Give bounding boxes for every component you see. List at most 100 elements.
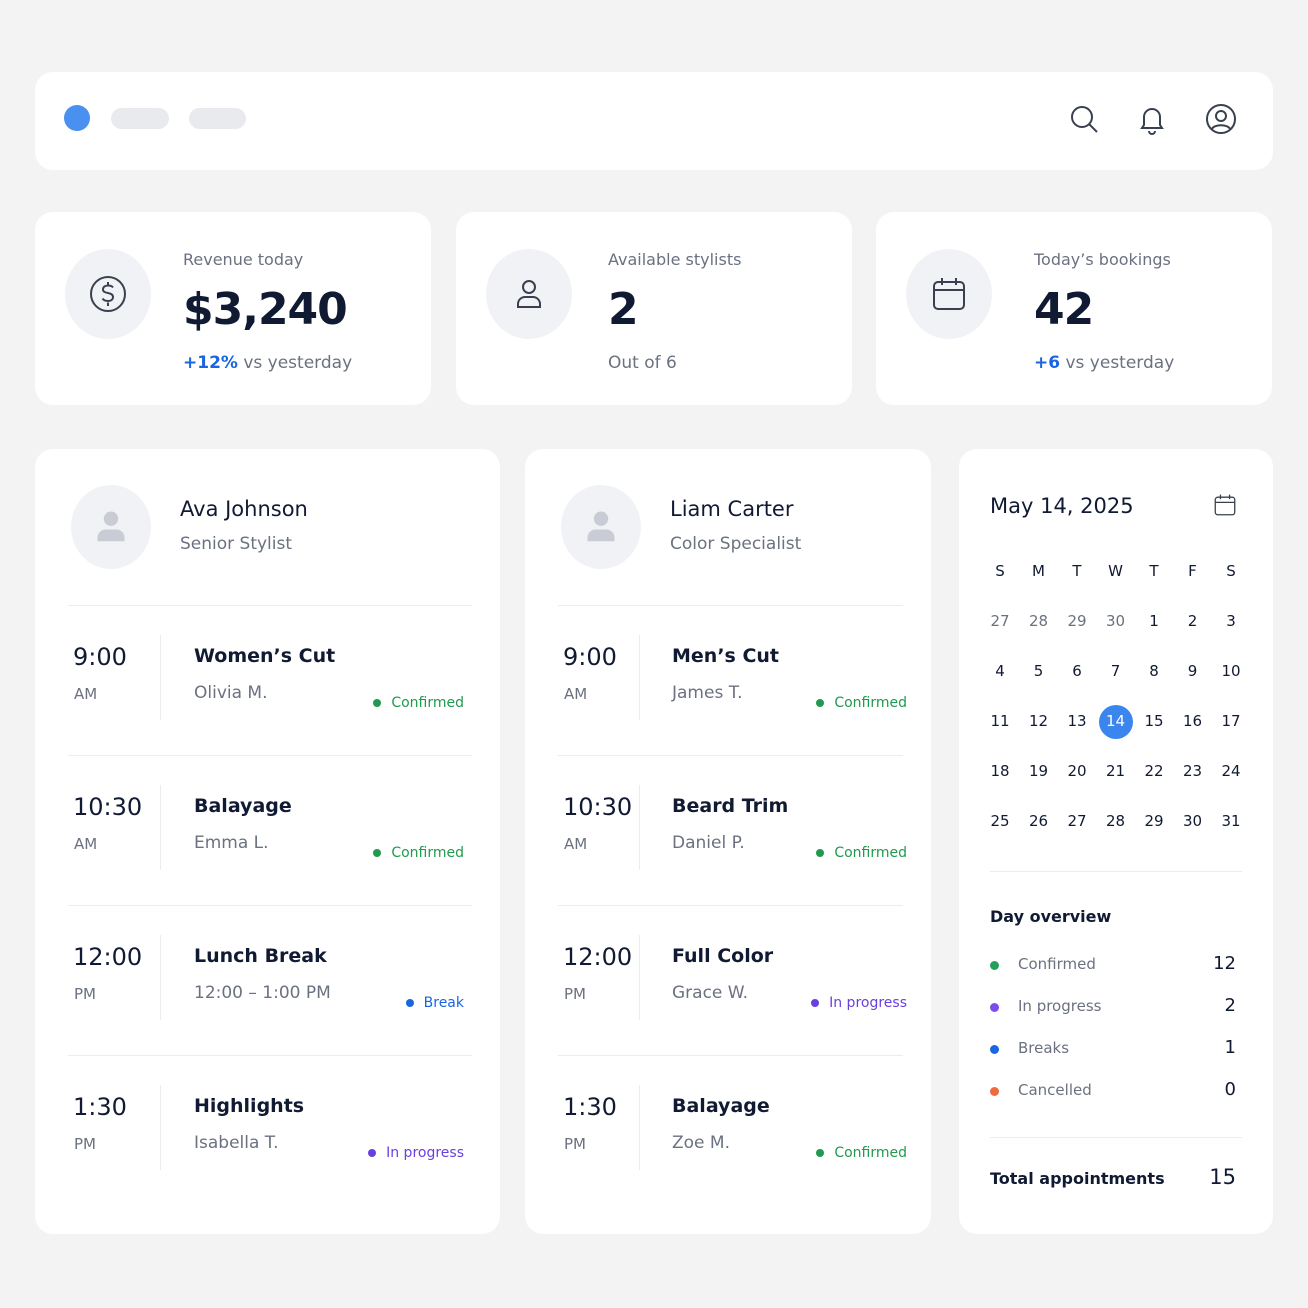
stat-value: $3,240 bbox=[183, 284, 348, 335]
calendar-day: 29 bbox=[1144, 812, 1164, 830]
overview-label: Confirmed bbox=[1018, 955, 1096, 973]
profile-head bbox=[1215, 110, 1227, 122]
row-divider bbox=[558, 605, 903, 606]
search-icon[interactable] bbox=[1068, 103, 1100, 135]
appointment-service: Full Color bbox=[672, 945, 774, 967]
calendar-icon bbox=[1214, 494, 1236, 516]
weekday-label: F bbox=[1188, 562, 1197, 580]
calendar-day: 15 bbox=[1144, 712, 1164, 730]
overview-count: 0 bbox=[1224, 1079, 1236, 1100]
calendar-day-selected: 14 bbox=[1105, 712, 1126, 730]
overview-count: 2 bbox=[1224, 995, 1236, 1016]
stat-delta: +12% bbox=[183, 353, 238, 373]
appointment-time: 10:30 bbox=[73, 793, 143, 821]
appointment-client: James T. bbox=[672, 683, 743, 703]
stat-icon bbox=[90, 276, 126, 312]
overview-count: 12 bbox=[1213, 953, 1236, 974]
appointment-client: Daniel P. bbox=[672, 833, 745, 853]
stat-card: Available stylists 2 Out of 6 bbox=[456, 212, 852, 405]
avatar bbox=[561, 485, 641, 569]
weekday-label: S bbox=[995, 562, 1005, 580]
logo[interactable] bbox=[64, 105, 90, 131]
row-divider bbox=[68, 905, 472, 906]
status-label: Confirmed bbox=[834, 695, 907, 711]
profile-shoulders bbox=[1211, 124, 1231, 130]
status-badge: In progress bbox=[811, 995, 907, 1011]
appointment-client: Zoe M. bbox=[672, 1133, 730, 1153]
avatar-silhouette bbox=[97, 511, 125, 542]
status-badge: Confirmed bbox=[816, 695, 907, 711]
status-dot bbox=[373, 699, 382, 707]
calendar-day: 20 bbox=[1067, 762, 1087, 780]
appointment-period: PM bbox=[74, 1135, 96, 1153]
time-separator bbox=[160, 785, 161, 870]
nav-placeholder[interactable] bbox=[189, 108, 246, 129]
time-separator bbox=[160, 1085, 161, 1170]
time-separator bbox=[639, 935, 640, 1020]
appointment-period: PM bbox=[74, 985, 96, 1003]
stat-icon-part bbox=[933, 281, 965, 310]
calendar-day: 4 bbox=[995, 662, 1005, 680]
appointment-period: PM bbox=[564, 1135, 586, 1153]
calendar-day: 17 bbox=[1221, 712, 1241, 730]
overview-label: Cancelled bbox=[1018, 1081, 1092, 1099]
time-separator bbox=[160, 935, 161, 1020]
appointment-service: Balayage bbox=[672, 1095, 770, 1117]
row-divider bbox=[68, 1055, 472, 1056]
appointment-service: Balayage bbox=[194, 795, 292, 817]
status-label: Break bbox=[423, 995, 464, 1011]
appointment-client: Olivia M. bbox=[194, 683, 268, 703]
appointment-period: AM bbox=[74, 685, 98, 703]
status-dot bbox=[816, 849, 825, 857]
weekday-label: M bbox=[1032, 562, 1045, 580]
stylist-role: Senior Stylist bbox=[180, 534, 293, 554]
total-label: Total appointments bbox=[990, 1169, 1165, 1188]
calendar-day: 22 bbox=[1144, 762, 1164, 780]
status-label: In progress bbox=[829, 995, 907, 1011]
status-dot bbox=[811, 999, 820, 1007]
avatar bbox=[71, 485, 151, 569]
row-divider bbox=[558, 905, 903, 906]
calendar-day: 2 bbox=[1187, 612, 1198, 630]
stat-note: Out of 6 bbox=[608, 353, 677, 373]
appointment-time: 9:00 bbox=[563, 643, 617, 671]
stat-value: 2 bbox=[608, 284, 639, 335]
avatar-silhouette bbox=[587, 511, 615, 542]
status-label: Confirmed bbox=[834, 845, 907, 861]
calendar-day: 1 bbox=[1149, 612, 1159, 630]
appointment-client: 12:00 – 1:00 PM bbox=[194, 983, 331, 1003]
calendar-day: 8 bbox=[1149, 662, 1159, 680]
calendar-day: 24 bbox=[1221, 762, 1241, 780]
profile-icon[interactable] bbox=[1205, 103, 1237, 135]
overview-count: 1 bbox=[1224, 1037, 1236, 1058]
calendar-day: 28 bbox=[1105, 812, 1126, 830]
bell-body bbox=[1140, 108, 1164, 129]
appointment-service: Beard Trim bbox=[672, 795, 789, 817]
stylist-card: Liam Carter Color Specialist 9:00 AM Men’s C… bbox=[525, 449, 931, 1234]
status-dot bbox=[405, 999, 414, 1007]
overview-dot bbox=[990, 961, 999, 970]
appointment-client: Emma L. bbox=[194, 833, 269, 853]
stat-note: vs yesterday bbox=[1065, 353, 1175, 373]
calendar-day: 3 bbox=[1226, 612, 1236, 630]
row-divider bbox=[558, 755, 903, 756]
appointment-time: 12:00 bbox=[73, 943, 143, 971]
avatar-silhouette-part bbox=[97, 529, 125, 542]
stat-value: 42 bbox=[1034, 284, 1094, 335]
overview-dot bbox=[990, 1003, 999, 1012]
status-badge: Break bbox=[405, 995, 464, 1011]
calendar-day: 18 bbox=[990, 762, 1010, 780]
appointment-period: AM bbox=[74, 835, 98, 853]
status-badge: In progress bbox=[368, 1145, 464, 1161]
status-label: Confirmed bbox=[391, 695, 464, 711]
stat-footnote: +12% vs yesterday bbox=[183, 353, 352, 373]
appointment-client: Grace W. bbox=[672, 983, 749, 1003]
status-badge: Confirmed bbox=[373, 845, 464, 861]
calendar-icon-part bbox=[1214, 496, 1236, 516]
top-bar bbox=[35, 72, 1273, 170]
calendar-day: 21 bbox=[1105, 762, 1126, 780]
notification-icon[interactable] bbox=[1136, 103, 1168, 135]
section-divider bbox=[990, 871, 1242, 872]
nav-placeholder[interactable] bbox=[111, 108, 169, 129]
weekday-label: S bbox=[1226, 562, 1236, 580]
